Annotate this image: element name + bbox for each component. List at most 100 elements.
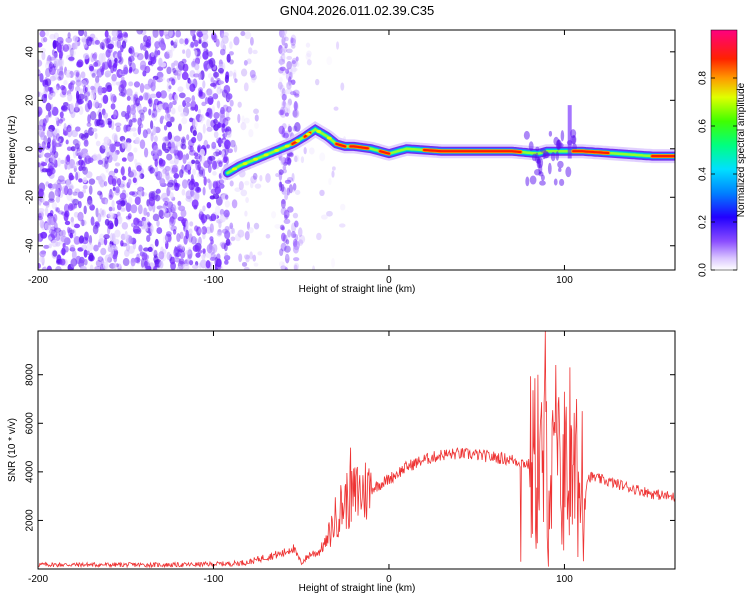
noise-speck bbox=[82, 189, 86, 194]
noise-speck bbox=[159, 178, 166, 186]
noise-speck bbox=[59, 111, 64, 119]
noise-speck bbox=[179, 111, 187, 118]
noise-speck bbox=[121, 157, 127, 162]
noise-speck bbox=[130, 257, 136, 267]
noise-speck bbox=[199, 148, 205, 157]
noise-speck bbox=[98, 175, 103, 185]
noise-speck bbox=[69, 232, 74, 239]
noise-speck bbox=[69, 103, 75, 112]
noise-speck bbox=[170, 206, 175, 214]
noise-speck bbox=[136, 30, 144, 35]
noise-speck bbox=[132, 68, 139, 75]
noise-speck bbox=[88, 252, 94, 262]
noise-speck bbox=[142, 70, 147, 77]
noise-speck bbox=[279, 261, 285, 267]
noise-speck bbox=[147, 60, 153, 66]
noise-speck bbox=[281, 100, 286, 109]
noise-speck bbox=[227, 130, 232, 138]
noise-speck bbox=[48, 110, 52, 118]
colorbar-tick-label: 0.8 bbox=[698, 71, 709, 85]
ridge-disturbance bbox=[523, 130, 530, 140]
noise-speck bbox=[320, 214, 328, 220]
noise-speck bbox=[152, 78, 156, 87]
noise-speck bbox=[146, 211, 150, 217]
noise-speck bbox=[129, 191, 136, 196]
noise-speck bbox=[41, 51, 46, 61]
ridge-knot bbox=[326, 136, 332, 140]
noise-speck bbox=[194, 191, 200, 202]
noise-speck bbox=[63, 185, 69, 196]
noise-speck bbox=[177, 248, 183, 254]
noise-speck bbox=[168, 85, 172, 90]
noise-speck bbox=[111, 199, 115, 209]
noise-speck bbox=[292, 212, 299, 219]
noise-speck bbox=[55, 207, 60, 213]
noise-speck bbox=[77, 247, 84, 252]
noise-speck bbox=[144, 223, 149, 232]
noise-speck bbox=[126, 104, 131, 115]
spectrogram-y-tick-label: -40 bbox=[25, 238, 36, 253]
noise-speck bbox=[201, 41, 209, 49]
noise-speck bbox=[105, 146, 111, 157]
noise-speck bbox=[138, 244, 143, 252]
noise-speck bbox=[223, 128, 230, 133]
noise-speck bbox=[48, 236, 53, 241]
noise-speck bbox=[173, 135, 181, 142]
noise-speck bbox=[109, 143, 116, 153]
noise-speck bbox=[172, 164, 180, 174]
noise-speck bbox=[281, 226, 285, 231]
noise-speck bbox=[53, 58, 61, 67]
noise-speck bbox=[308, 147, 315, 155]
spectrogram-y-ticks: -40 -20 0 20 40 bbox=[25, 46, 675, 253]
noise-speck bbox=[120, 167, 125, 175]
noise-speck bbox=[180, 143, 184, 149]
noise-speck bbox=[306, 59, 312, 66]
noise-speck bbox=[69, 49, 76, 57]
noise-speck bbox=[97, 241, 101, 248]
ridge-disturbance bbox=[537, 157, 544, 169]
noise-speck bbox=[254, 122, 259, 129]
noise-speck bbox=[244, 210, 248, 217]
noise-speck bbox=[217, 67, 225, 74]
noise-speck bbox=[74, 188, 81, 194]
noise-speck bbox=[188, 79, 192, 85]
noise-speck bbox=[162, 102, 170, 111]
noise-speck bbox=[224, 200, 230, 208]
noise-speck bbox=[105, 163, 109, 174]
spectrogram-y-axis-label: Frequency (Hz) bbox=[7, 116, 18, 185]
ridge-knot bbox=[232, 167, 238, 171]
noise-speck bbox=[51, 183, 59, 189]
noise-speck bbox=[40, 231, 48, 239]
noise-speck bbox=[189, 83, 196, 92]
noise-speck bbox=[58, 118, 64, 124]
noise-speck bbox=[202, 80, 206, 89]
noise-speck bbox=[194, 63, 200, 71]
noise-speck bbox=[128, 119, 133, 128]
noise-speck bbox=[206, 126, 213, 132]
noise-speck bbox=[238, 253, 243, 263]
noise-speck bbox=[241, 261, 248, 267]
snr-x-tick-label: -100 bbox=[203, 574, 223, 585]
noise-speck bbox=[53, 128, 60, 137]
noise-speck bbox=[58, 136, 64, 144]
noise-speck bbox=[115, 81, 122, 86]
noise-speck bbox=[87, 114, 91, 124]
noise-speck bbox=[44, 78, 52, 87]
noise-speck bbox=[160, 90, 168, 99]
noise-speck bbox=[214, 186, 221, 195]
noise-speck bbox=[68, 204, 76, 210]
noise-speck bbox=[137, 125, 142, 135]
noise-speck bbox=[55, 138, 62, 143]
noise-speck bbox=[90, 216, 95, 226]
noise-speck bbox=[175, 252, 181, 258]
noise-speck bbox=[184, 250, 192, 255]
noise-speck bbox=[223, 37, 229, 45]
noise-speck bbox=[175, 69, 182, 77]
noise-speck bbox=[108, 194, 113, 200]
noise-speck bbox=[306, 50, 312, 58]
noise-speck bbox=[333, 106, 339, 111]
noise-speck bbox=[83, 205, 87, 215]
noise-speck bbox=[297, 227, 303, 238]
noise-speck bbox=[187, 169, 191, 175]
snr-y-ticks: 2000 4000 6000 8000 bbox=[25, 363, 675, 532]
